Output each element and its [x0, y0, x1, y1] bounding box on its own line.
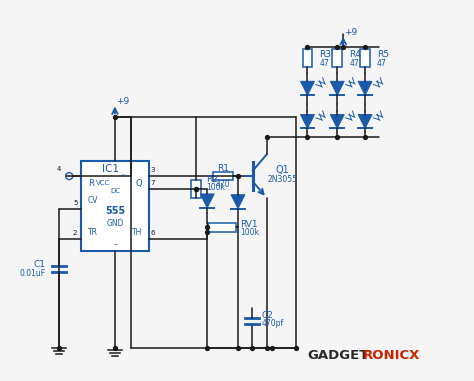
Text: 4: 4 — [57, 166, 62, 172]
Text: C2: C2 — [262, 311, 273, 320]
Bar — [332, 49, 342, 67]
Text: R: R — [88, 179, 94, 187]
Polygon shape — [358, 115, 372, 128]
Text: RV1: RV1 — [240, 220, 257, 229]
Polygon shape — [330, 81, 344, 95]
Text: IC1: IC1 — [102, 164, 119, 174]
Text: +9: +9 — [345, 28, 358, 37]
Text: 47: 47 — [349, 59, 359, 69]
Text: 47: 47 — [377, 59, 387, 69]
Polygon shape — [201, 194, 214, 208]
Text: 100k: 100k — [206, 182, 225, 192]
Text: R5: R5 — [377, 51, 389, 59]
Text: -: - — [113, 239, 117, 249]
Text: 470pf: 470pf — [262, 319, 284, 328]
Polygon shape — [231, 195, 245, 209]
Text: 2: 2 — [73, 230, 77, 236]
Text: TR: TR — [88, 228, 98, 237]
Polygon shape — [358, 81, 372, 95]
Text: +9: +9 — [116, 97, 129, 106]
Text: GND: GND — [106, 219, 124, 228]
Text: 100k: 100k — [240, 228, 259, 237]
Text: VCC: VCC — [96, 180, 110, 186]
Bar — [208, 223, 236, 232]
Text: R2: R2 — [206, 174, 218, 184]
Text: 5: 5 — [73, 200, 77, 206]
Text: R4: R4 — [349, 51, 361, 59]
Text: TH: TH — [132, 228, 142, 237]
Text: 0.01uF: 0.01uF — [19, 269, 46, 278]
Text: Q: Q — [136, 179, 142, 187]
Text: 3: 3 — [150, 167, 155, 173]
Polygon shape — [330, 115, 344, 128]
Text: R1: R1 — [217, 164, 229, 173]
Bar — [302, 49, 312, 67]
Bar — [191, 180, 201, 198]
Bar — [81, 161, 149, 251]
Bar — [360, 49, 370, 67]
Text: C1: C1 — [33, 260, 46, 269]
Text: 6: 6 — [150, 230, 155, 236]
Bar — [213, 172, 233, 180]
Text: RONICX: RONICX — [363, 349, 420, 362]
Text: 47: 47 — [319, 59, 329, 69]
Text: CV: CV — [88, 197, 98, 205]
Polygon shape — [301, 81, 314, 95]
Text: 2N3055: 2N3055 — [268, 174, 298, 184]
Text: GADGET: GADGET — [308, 349, 369, 362]
Text: DC: DC — [110, 188, 120, 194]
Text: Q1: Q1 — [276, 165, 290, 175]
Text: R3: R3 — [319, 51, 331, 59]
Polygon shape — [301, 115, 314, 128]
Text: 470: 470 — [216, 179, 230, 189]
Text: 555: 555 — [105, 206, 125, 216]
Text: ₐ: ₐ — [121, 171, 124, 177]
Text: 7: 7 — [150, 180, 155, 186]
